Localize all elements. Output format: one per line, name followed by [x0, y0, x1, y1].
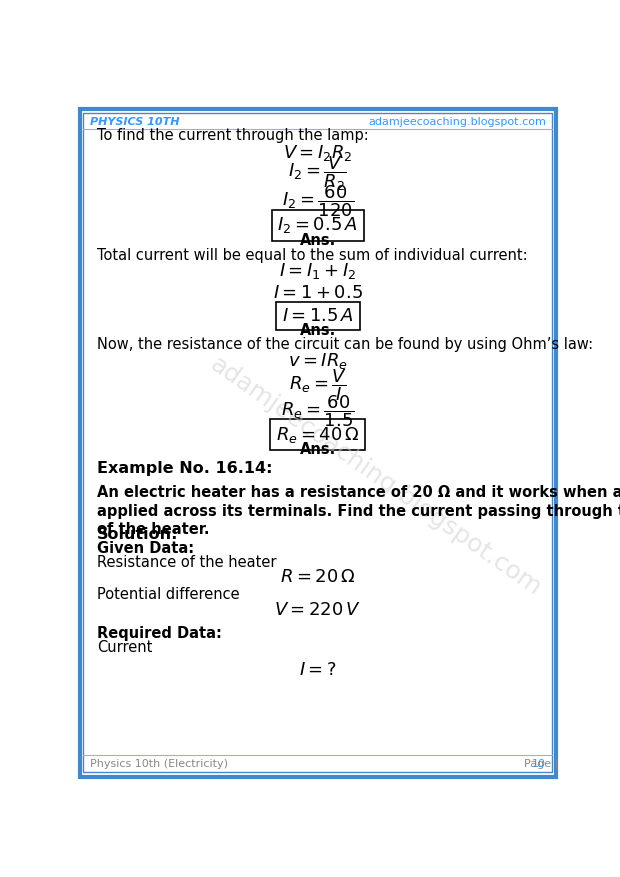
Text: $V = I_2 R_2$: $V = I_2 R_2$ [283, 142, 353, 162]
Text: Now, the resistance of the circuit can be found by using Ohm’s law:: Now, the resistance of the circuit can b… [97, 338, 593, 353]
Text: $I_2 = \dfrac{V}{R_2}$: $I_2 = \dfrac{V}{R_2}$ [288, 155, 347, 194]
Text: Ans.: Ans. [299, 232, 336, 248]
Text: $I = ?$: $I = ?$ [299, 660, 337, 679]
Text: $I = I_1 + I_2$: $I = I_1 + I_2$ [279, 261, 356, 282]
Text: Total current will be equal to the sum of individual current:: Total current will be equal to the sum o… [97, 247, 528, 262]
Text: 10: 10 [532, 759, 546, 768]
Text: $R_e = 40\, \Omega$: $R_e = 40\, \Omega$ [276, 424, 360, 445]
Text: To find the current through the lamp:: To find the current through the lamp: [97, 128, 368, 143]
Text: $I = 1.5\, A$: $I = 1.5\, A$ [281, 307, 354, 325]
Text: $v = IR_e$: $v = IR_e$ [288, 351, 348, 371]
Text: $R_e = \dfrac{V}{I}$: $R_e = \dfrac{V}{I}$ [289, 367, 347, 403]
Text: applied across its terminals. Find the current passing through the heater and th: applied across its terminals. Find the c… [97, 503, 620, 518]
Text: Ans.: Ans. [299, 324, 336, 339]
Text: Example No. 16.14:: Example No. 16.14: [97, 461, 272, 476]
Text: adamjeecoaching.blogspot.com: adamjeecoaching.blogspot.com [205, 353, 546, 601]
Text: of the heater.: of the heater. [97, 523, 209, 538]
Text: Resistance of the heater: Resistance of the heater [97, 555, 277, 570]
Text: $I_2 = 0.5\, A$: $I_2 = 0.5\, A$ [278, 216, 358, 235]
Text: Required Data:: Required Data: [97, 626, 221, 641]
Text: $I_2 = \dfrac{60}{120}$: $I_2 = \dfrac{60}{120}$ [281, 183, 354, 219]
Text: PHYSICS 10TH: PHYSICS 10TH [89, 118, 179, 127]
Text: Current: Current [97, 640, 152, 655]
Text: An electric heater has a resistance of 20 Ω and it works when a potential differ: An electric heater has a resistance of 2… [97, 485, 620, 500]
Text: $R = 20\, \Omega$: $R = 20\, \Omega$ [280, 568, 355, 586]
Text: $I = 1 + 0.5$: $I = 1 + 0.5$ [273, 284, 363, 302]
Text: $R_e = \dfrac{60}{1.5}$: $R_e = \dfrac{60}{1.5}$ [281, 393, 355, 429]
Text: Page |: Page | [525, 759, 559, 769]
Text: Solution:: Solution: [97, 526, 178, 542]
Text: Physics 10th (Electricity): Physics 10th (Electricity) [89, 759, 228, 768]
Text: Given Data:: Given Data: [97, 541, 194, 556]
Text: Potential difference: Potential difference [97, 588, 239, 602]
Text: $V = 220\, V$: $V = 220\, V$ [274, 602, 361, 619]
Text: adamjeecoaching.blogspot.com: adamjeecoaching.blogspot.com [368, 118, 546, 127]
Text: Ans.: Ans. [299, 442, 336, 457]
